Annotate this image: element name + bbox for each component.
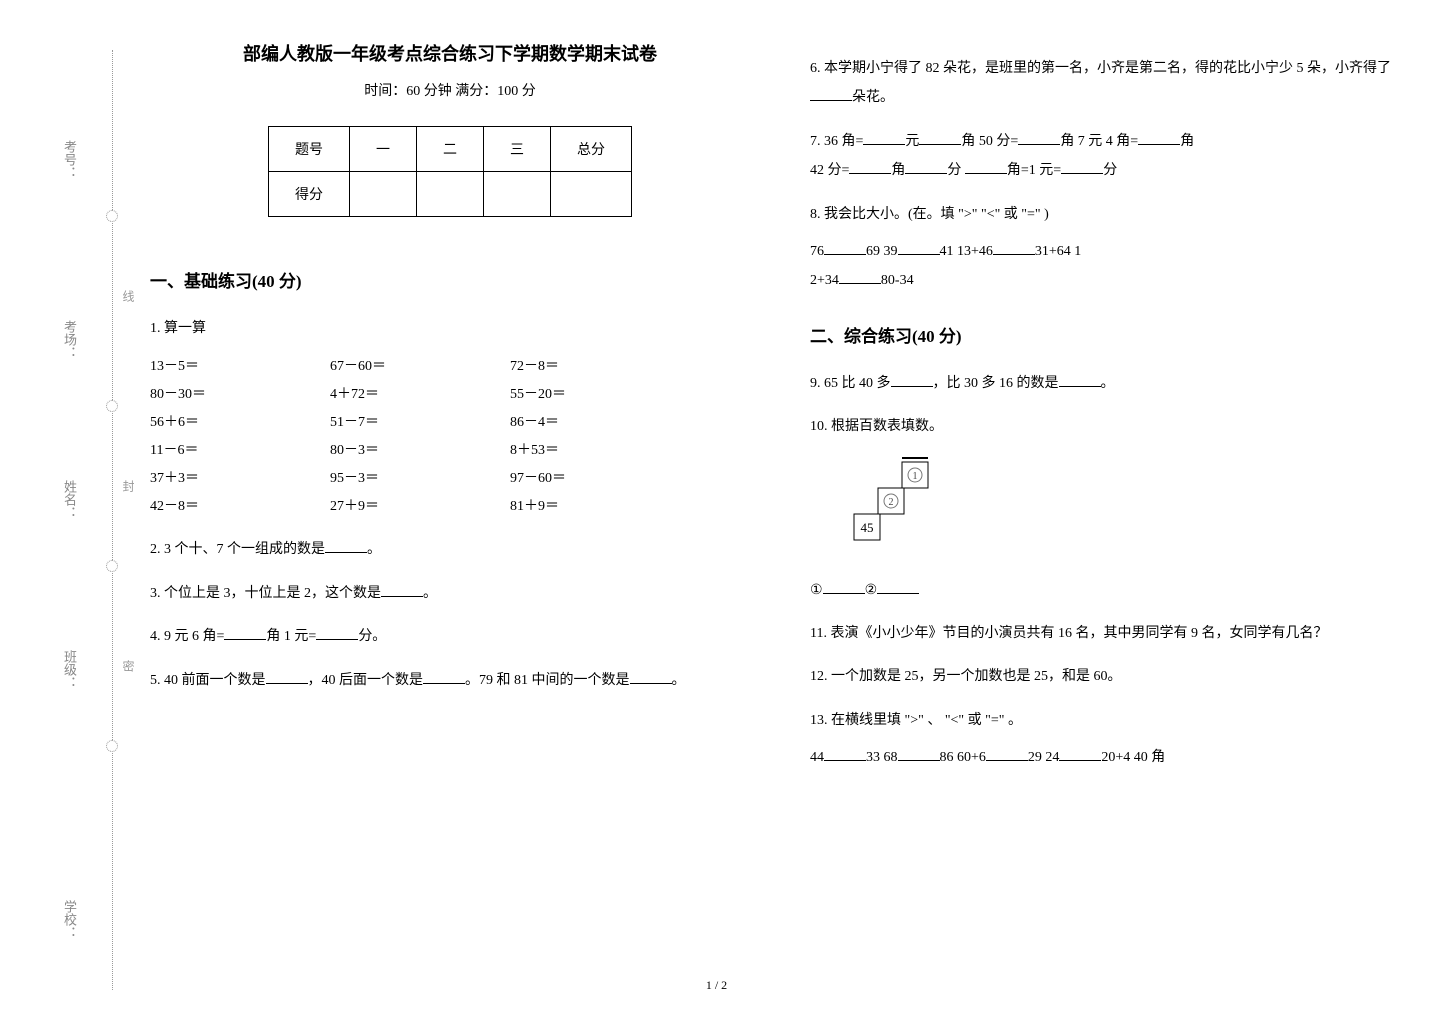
score-head-cell: 总分: [551, 127, 632, 172]
score-row-label: 得分: [269, 172, 350, 217]
score-cell: [551, 172, 632, 217]
section-2-heading: 二、综合练习(40 分): [810, 322, 1410, 347]
binding-label-exam-room: 考场：: [60, 320, 79, 359]
question-10-blanks: ①②: [810, 576, 1410, 605]
calc-item: 4＋72＝: [330, 381, 510, 409]
binding-label-name: 姓名：: [60, 480, 79, 519]
score-head-cell: 三: [484, 127, 551, 172]
page-number: 1 / 2: [706, 978, 727, 993]
binding-circle-icon: [106, 740, 118, 752]
exam-title: 部编人教版一年级考点综合练习下学期数学期末试卷: [150, 40, 750, 66]
score-cell: [350, 172, 417, 217]
calc-item: 51－7＝: [330, 409, 510, 437]
section-1-heading: 一、基础练习(40 分): [150, 267, 750, 292]
table-row: 得分: [269, 172, 632, 217]
binding-dotted-line: [112, 50, 113, 990]
score-head-cell: 题号: [269, 127, 350, 172]
question-1-label: 1. 算一算: [150, 314, 750, 343]
calc-row: 13－5＝ 67－60＝ 72－8＝: [150, 353, 750, 381]
calc-row: 42－8＝ 27＋9＝ 81＋9＝: [150, 493, 750, 521]
question-8-line2: 2+3480-34: [810, 266, 1410, 295]
question-4: 4. 9 元 6 角=角 1 元=分。: [150, 622, 750, 651]
hundred-chart-svg: 1 2 45: [840, 456, 950, 566]
binding-seal-text: 密: [120, 660, 137, 672]
binding-circle-icon: [106, 210, 118, 222]
binding-seal-text: 封: [120, 480, 137, 492]
calc-item: 42－8＝: [150, 493, 330, 521]
calc-row: 37＋3＝ 95－3＝ 97－60＝: [150, 465, 750, 493]
question-1: 1. 算一算 13－5＝ 67－60＝ 72－8＝ 80－30＝ 4＋72＝ 5…: [150, 314, 750, 521]
calc-item: 72－8＝: [510, 353, 690, 381]
calc-item: 67－60＝: [330, 353, 510, 381]
question-5: 5. 40 前面一个数是，40 后面一个数是。79 和 81 中间的一个数是。: [150, 666, 750, 695]
exam-subtitle: 时间：60 分钟 满分：100 分: [150, 80, 750, 100]
score-head-cell: 二: [417, 127, 484, 172]
question-10-label: 10. 根据百数表填数。: [810, 412, 1410, 441]
calc-item: 86－4＝: [510, 409, 690, 437]
question-10: 10. 根据百数表填数。 1 2 45: [810, 412, 1410, 605]
calc-item: 8＋53＝: [510, 437, 690, 465]
score-cell: [417, 172, 484, 217]
question-13-line: 4433 6886 60+629 2420+4 40 角: [810, 743, 1410, 772]
question-8-line1: 7669 3941 13+4631+64 1: [810, 237, 1410, 266]
chart-value: 45: [861, 520, 874, 535]
question-2: 2. 3 个十、7 个一组成的数是。: [150, 535, 750, 564]
binding-margin: 考号： 考场： 姓名： 班级： 学校： 线 封 密: [40, 20, 120, 980]
calc-item: 97－60＝: [510, 465, 690, 493]
page-content: 部编人教版一年级考点综合练习下学期数学期末试卷 时间：60 分钟 满分：100 …: [150, 40, 1410, 786]
calc-item: 81＋9＝: [510, 493, 690, 521]
question-8: 8. 我会比大小。(在。填 ">" "<" 或 "=" ) 7669 3941 …: [810, 200, 1410, 296]
calc-item: 37＋3＝: [150, 465, 330, 493]
calc-row: 80－30＝ 4＋72＝ 55－20＝: [150, 381, 750, 409]
calc-item: 56＋6＝: [150, 409, 330, 437]
hundred-chart: 1 2 45: [840, 456, 1410, 566]
score-table: 题号 一 二 三 总分 得分: [268, 126, 632, 217]
question-12: 12. 一个加数是 25，另一个加数也是 25，和是 60。: [810, 662, 1410, 691]
binding-circle-icon: [106, 400, 118, 412]
calc-item: 95－3＝: [330, 465, 510, 493]
question-11: 11. 表演《小小少年》节目的小演员共有 16 名，其中男同学有 9 名，女同学…: [810, 619, 1410, 648]
calc-item: 13－5＝: [150, 353, 330, 381]
binding-label-class: 班级：: [60, 650, 79, 689]
question-13-title: 13. 在横线里填 ">" 、 "<" 或 "=" 。: [810, 706, 1410, 735]
calc-item: 27＋9＝: [330, 493, 510, 521]
left-column: 部编人教版一年级考点综合练习下学期数学期末试卷 时间：60 分钟 满分：100 …: [150, 40, 750, 786]
calc-item: 80－3＝: [330, 437, 510, 465]
calc-item: 11－6＝: [150, 437, 330, 465]
right-column: 6. 本学期小宁得了 82 朵花，是班里的第一名，小齐是第二名，得的花比小宁少 …: [810, 40, 1410, 786]
question-13: 13. 在横线里填 ">" 、 "<" 或 "=" 。 4433 6886 60…: [810, 706, 1410, 773]
calc-row: 11－6＝ 80－3＝ 8＋53＝: [150, 437, 750, 465]
calc-item: 80－30＝: [150, 381, 330, 409]
table-row: 题号 一 二 三 总分: [269, 127, 632, 172]
binding-seal-text: 线: [120, 290, 137, 302]
svg-text:2: 2: [889, 497, 894, 508]
question-8-title: 8. 我会比大小。(在。填 ">" "<" 或 "=" ): [810, 200, 1410, 229]
binding-label-school: 学校：: [60, 900, 79, 939]
score-cell: [484, 172, 551, 217]
question-9: 9. 65 比 40 多，比 30 多 16 的数是。: [810, 369, 1410, 398]
question-7: 7. 36 角=元角 50 分=角 7 元 4 角=角 42 分=角分 角=1 …: [810, 127, 1410, 186]
question-7-line2: 42 分=角分 角=1 元=分: [810, 156, 1410, 185]
question-3: 3. 个位上是 3，十位上是 2，这个数是。: [150, 579, 750, 608]
question-6: 6. 本学期小宁得了 82 朵花，是班里的第一名，小齐是第二名，得的花比小宁少 …: [810, 54, 1410, 113]
binding-circle-icon: [106, 560, 118, 572]
question-7-line1: 7. 36 角=元角 50 分=角 7 元 4 角=角: [810, 127, 1410, 156]
binding-label-exam-number: 考号：: [60, 140, 79, 179]
score-head-cell: 一: [350, 127, 417, 172]
calc-row: 56＋6＝ 51－7＝ 86－4＝: [150, 409, 750, 437]
svg-text:1: 1: [913, 471, 918, 482]
calc-item: 55－20＝: [510, 381, 690, 409]
